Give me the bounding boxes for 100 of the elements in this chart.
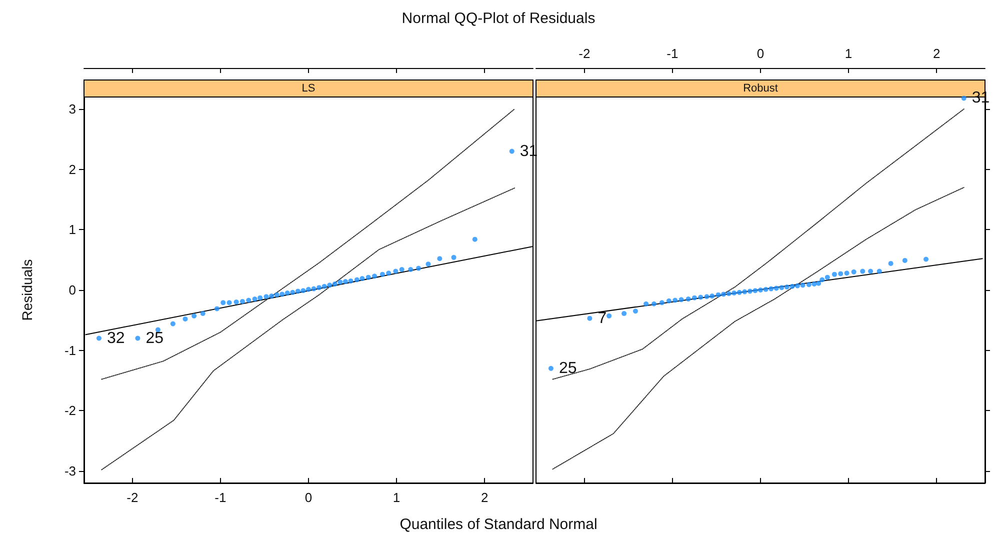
x-tick-label: 2	[480, 490, 488, 505]
point	[606, 313, 612, 318]
point	[812, 281, 817, 286]
x-tick-label: 1	[392, 490, 400, 505]
point	[790, 284, 795, 289]
point	[742, 289, 748, 294]
point	[902, 258, 908, 263]
point	[806, 282, 812, 288]
point	[548, 366, 554, 371]
point	[170, 321, 176, 326]
point	[838, 271, 844, 276]
point	[366, 274, 371, 280]
point	[758, 288, 763, 292]
point	[692, 295, 697, 300]
point	[860, 268, 866, 274]
point	[192, 313, 197, 318]
point	[246, 298, 252, 303]
point	[200, 311, 206, 316]
point	[426, 262, 431, 267]
point	[736, 290, 742, 295]
point	[306, 286, 311, 292]
annotation: 25	[146, 330, 164, 347]
point	[437, 256, 442, 262]
point	[226, 300, 232, 306]
point	[732, 290, 737, 296]
point	[779, 285, 784, 290]
point	[800, 282, 806, 288]
point	[274, 292, 280, 298]
point	[710, 294, 715, 299]
point	[380, 272, 385, 277]
x-tick-label: 1	[844, 46, 852, 61]
point	[372, 274, 378, 279]
point	[794, 283, 800, 288]
point	[622, 311, 627, 316]
point	[726, 291, 732, 296]
point	[774, 286, 779, 291]
point	[851, 269, 856, 274]
point	[290, 290, 296, 295]
point	[386, 270, 392, 276]
y-tick-label: -3	[64, 463, 76, 478]
chart-subtitle: Robust	[743, 82, 778, 94]
point	[868, 268, 874, 274]
point	[876, 268, 882, 274]
point	[393, 268, 398, 274]
point	[332, 281, 338, 286]
point	[327, 282, 332, 288]
point	[961, 96, 966, 101]
chart-subtitle: LS	[302, 82, 316, 94]
point	[820, 277, 825, 282]
point	[587, 316, 592, 321]
x-axis-title: Quantiles of Standard Normal	[398, 516, 598, 533]
x-tick-label: 2	[932, 46, 940, 61]
point	[322, 284, 327, 289]
y-tick-label: 3	[68, 102, 76, 117]
point	[252, 296, 258, 302]
line-series	[101, 188, 516, 470]
point	[300, 288, 306, 294]
point	[716, 292, 721, 298]
point	[360, 276, 365, 282]
point	[678, 297, 684, 302]
y-tick-label: -2	[64, 403, 76, 418]
point	[472, 236, 478, 242]
point	[234, 300, 239, 305]
point	[888, 260, 894, 266]
x-tick-label: -2	[578, 46, 590, 61]
annotation: 7	[598, 310, 607, 327]
point	[747, 288, 752, 294]
point	[763, 286, 768, 292]
point	[824, 274, 830, 280]
y-tick-label: 2	[68, 162, 76, 177]
point	[768, 286, 774, 292]
y-tick-label: -1	[64, 342, 76, 358]
point	[342, 279, 348, 284]
chart-title: Normal QQ-Plot of Residuals	[400, 10, 596, 27]
point	[651, 301, 656, 306]
point	[280, 292, 285, 297]
x-tick-label: -2	[126, 490, 138, 505]
point	[311, 286, 316, 292]
x-tick-label: -1	[214, 490, 226, 505]
point	[659, 300, 664, 306]
point	[240, 298, 245, 304]
point	[924, 256, 929, 262]
point	[644, 301, 649, 306]
x-tick-label: 0	[304, 490, 312, 505]
point	[704, 294, 710, 300]
point	[721, 292, 726, 297]
point	[451, 254, 456, 260]
point	[214, 306, 220, 312]
point	[666, 298, 672, 304]
point	[338, 280, 343, 285]
point	[832, 272, 837, 277]
point	[752, 288, 758, 294]
y-tick-label: 0	[68, 282, 76, 298]
x-tick-label: 0	[756, 46, 764, 61]
point	[686, 296, 691, 302]
annotation: 25	[558, 360, 577, 377]
point	[348, 278, 354, 284]
point	[182, 316, 188, 322]
point	[284, 290, 290, 296]
point	[295, 288, 300, 294]
